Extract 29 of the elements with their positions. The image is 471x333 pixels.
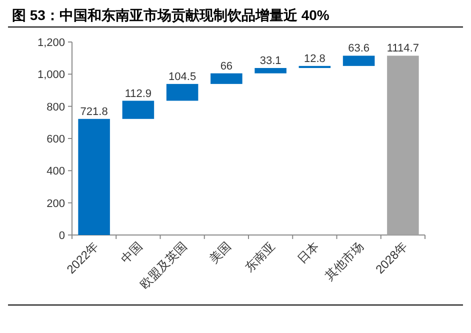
x-tick-label: 东南亚 xyxy=(242,239,278,275)
data-label: 1114.7 xyxy=(386,42,419,55)
x-tick-label: 中国 xyxy=(118,239,146,266)
y-tick-label: 1,000 xyxy=(37,69,65,82)
data-label: 721.8 xyxy=(80,106,108,118)
data-label: 33.1 xyxy=(260,55,282,68)
data-label: 63.6 xyxy=(348,42,370,55)
y-tick-label: 0 xyxy=(58,230,65,242)
x-tick-label: 其他市场 xyxy=(322,239,366,284)
chart-title: 图 53：中国和东南亚市场贡献现制饮品增量近 40% xyxy=(12,7,330,23)
bar xyxy=(387,56,419,235)
y-tick-label: 800 xyxy=(46,101,65,114)
bar xyxy=(78,118,110,235)
data-label: 12.8 xyxy=(304,52,326,65)
bar xyxy=(342,56,375,66)
y-tick-label: 200 xyxy=(46,198,65,210)
y-tick-label: 600 xyxy=(46,134,65,146)
bar xyxy=(254,68,286,74)
data-label: 104.5 xyxy=(168,70,196,83)
x-tick-label: 日本 xyxy=(294,239,322,266)
data-label: 66 xyxy=(220,60,233,72)
bar xyxy=(122,100,154,119)
bar xyxy=(298,66,331,68)
data-label: 112.9 xyxy=(124,88,152,100)
y-tick-label: 400 xyxy=(46,166,65,178)
bar xyxy=(210,73,242,84)
x-tick-label: 美国 xyxy=(206,239,234,266)
bar xyxy=(166,84,198,101)
y-tick-label: 1,200 xyxy=(37,37,65,49)
